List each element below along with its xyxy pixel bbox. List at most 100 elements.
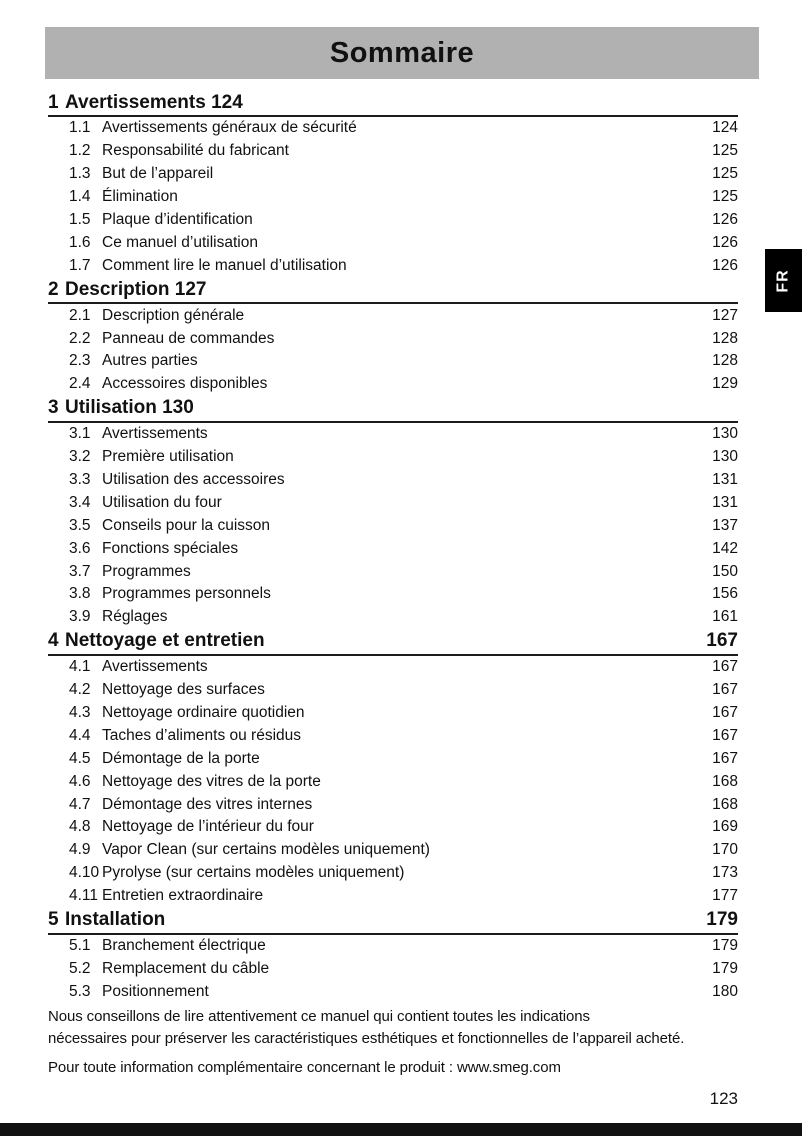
toc-entry-page: 180	[712, 982, 738, 1000]
toc-entry: 4.2 Nettoyage des surfaces 167	[48, 679, 738, 702]
toc-entry: 2.2 Panneau de commandes 128	[48, 327, 738, 350]
toc-entry: 5.1 Branchement électrique 179	[48, 935, 738, 958]
toc-entry-number: 4.2	[69, 681, 91, 699]
toc-entry-number: 2.3	[69, 352, 91, 370]
footer-note: Nous conseillons de lire attentivement c…	[48, 1006, 772, 1079]
toc-entry-number: 3.6	[69, 539, 91, 557]
toc-entry-page: 124	[712, 119, 738, 137]
toc-entry-page: 125	[712, 188, 738, 206]
toc-entry-number: 3.4	[69, 493, 91, 511]
toc-section-title: Installation	[65, 909, 166, 931]
toc-entry-number: 4.10	[69, 864, 100, 882]
toc-entry: 3.8 Programmes personnels 156	[48, 583, 738, 606]
bottom-bar	[0, 1123, 802, 1136]
toc-entry-number: 3.8	[69, 585, 91, 603]
toc-entry-number: 4.11	[69, 887, 99, 905]
toc-entry-number: 1.5	[69, 211, 91, 228]
toc-entry-page: 167	[712, 681, 738, 699]
toc-entry-number: 1.2	[69, 142, 91, 160]
toc-entry-number: 2.1	[69, 306, 91, 324]
table-of-contents: 1 Avertissements 124 1.1 Avertissements …	[48, 90, 738, 1003]
toc-entry-title: Comment lire le manuel d’utilisation	[102, 256, 347, 274]
toc-entry-title: Nettoyage des surfaces	[102, 681, 265, 699]
toc-section-title: Utilisation 130	[65, 397, 194, 419]
toc-entry-title: Panneau de commandes	[102, 329, 275, 347]
toc-entry-page: 137	[712, 516, 738, 534]
toc-entry: 1.1 Avertissements généraux de sécurité …	[48, 117, 738, 140]
toc-entry-page: 167	[712, 726, 738, 744]
toc-entry-page: 150	[712, 562, 738, 580]
toc-entry-number: 5.1	[69, 937, 91, 955]
toc-entry-title: Positionnement	[102, 982, 209, 1000]
toc-entry: 1.3 But de l’appareil 125	[48, 163, 738, 186]
toc-entry-page: 126	[712, 211, 738, 228]
toc-entry-number: 1.3	[69, 165, 91, 183]
toc-entry-page: 127	[712, 306, 738, 324]
toc-section-number: 2	[48, 278, 59, 300]
toc-entry-title: Conseils pour la cuisson	[102, 516, 271, 534]
footer-line-1: Nous conseillons de lire attentivement c…	[48, 1008, 590, 1025]
toc-entry-title: Responsabilité du fabricant	[102, 142, 289, 160]
toc-entry-title: Plaque d’identification	[102, 211, 253, 228]
toc-section-number: 4	[48, 630, 59, 652]
toc-entry-page: 170	[712, 841, 738, 859]
toc-entry-page: 125	[712, 142, 738, 160]
toc-entry: 4.3 Nettoyage ordinaire quotidien 167	[48, 702, 738, 725]
toc-entry: 4.7 Démontage des vitres internes 168	[48, 793, 738, 816]
toc-entry-page: 179	[712, 937, 738, 955]
toc-entry: 2.3 Autres parties 128	[48, 350, 738, 373]
toc-section-page: 179	[706, 909, 738, 931]
footer-line-2: nécessaires pour préserver les caractéri…	[48, 1030, 685, 1047]
toc-entry-title: Vapor Clean (sur certains modèles unique…	[102, 841, 430, 859]
toc-entry-page: 126	[712, 233, 738, 251]
toc-entry-page: 131	[712, 471, 738, 489]
toc-entry-title: Utilisation des accessoires	[102, 471, 285, 489]
toc-entry-title: Nettoyage des vitres de la porte	[102, 772, 321, 790]
toc-section-number: 1	[48, 91, 59, 113]
toc-entry-page: 161	[712, 608, 738, 626]
toc-entry: 3.5 Conseils pour la cuisson 137	[48, 514, 738, 537]
toc-entry-page: 177	[712, 887, 738, 905]
toc-entry-number: 4.8	[69, 818, 91, 836]
toc-entry-page: 167	[712, 658, 738, 676]
toc-entry-title: Fonctions spéciales	[102, 539, 239, 557]
toc-entry-title: Réglages	[102, 608, 168, 626]
toc-entry: 4.9 Vapor Clean (sur certains modèles un…	[48, 839, 738, 862]
toc-entry: 4.1 Avertissements 167	[48, 656, 738, 679]
toc-entry: 1.4 Élimination 125	[48, 186, 738, 209]
toc-entry-page: 126	[712, 256, 738, 274]
toc-section-page: 167	[706, 630, 738, 652]
toc-entry-title: Première utilisation	[102, 448, 234, 466]
toc-entry-number: 4.4	[69, 726, 91, 744]
toc-entry-number: 1.4	[69, 188, 91, 206]
toc-section-title: Avertissements 124	[65, 91, 243, 113]
toc-entry-page: 128	[712, 329, 738, 347]
toc-section-header: 4 Nettoyage et entretien 167	[48, 629, 738, 656]
toc-section: 4 Nettoyage et entretien 167 4.1 Avertis…	[48, 629, 738, 908]
toc-entry-number: 4.5	[69, 749, 91, 767]
toc-entry-title: Autres parties	[102, 352, 198, 370]
toc-entry-title: Avertissements	[102, 425, 208, 443]
toc-entry: 3.3 Utilisation des accessoires 131	[48, 469, 738, 492]
toc-entry: 4.8 Nettoyage de l’intérieur du four 169	[48, 816, 738, 839]
toc-entry: 1.2 Responsabilité du fabricant 125	[48, 140, 738, 163]
toc-entry-page: 125	[712, 165, 738, 183]
toc-entry-number: 4.7	[69, 795, 91, 813]
toc-entry: 3.4 Utilisation du four 131	[48, 491, 738, 514]
toc-entry-title: But de l’appareil	[102, 165, 214, 183]
footer-website-line: Pour toute information complémentaire co…	[48, 1059, 561, 1076]
toc-entry-title: Remplacement du câble	[102, 959, 270, 977]
toc-entry-page: 156	[712, 585, 738, 603]
toc-section-number: 3	[48, 397, 59, 419]
page-title-bar: Sommaire	[45, 27, 759, 79]
toc-entry: 5.2 Remplacement du câble 179	[48, 958, 738, 981]
toc-entry-title: Programmes	[102, 562, 191, 580]
toc-entry-number: 4.9	[69, 841, 91, 859]
toc-entry-page: 179	[712, 959, 738, 977]
toc-section-header: 3 Utilisation 130	[48, 396, 738, 423]
toc-entry-number: 1.6	[69, 233, 91, 251]
language-tab-label: FR	[774, 268, 792, 293]
toc-section-number: 5	[48, 909, 59, 931]
toc-entry: 4.11 Entretien extraordinaire 177	[48, 885, 738, 908]
toc-entry-number: 3.2	[69, 448, 91, 466]
